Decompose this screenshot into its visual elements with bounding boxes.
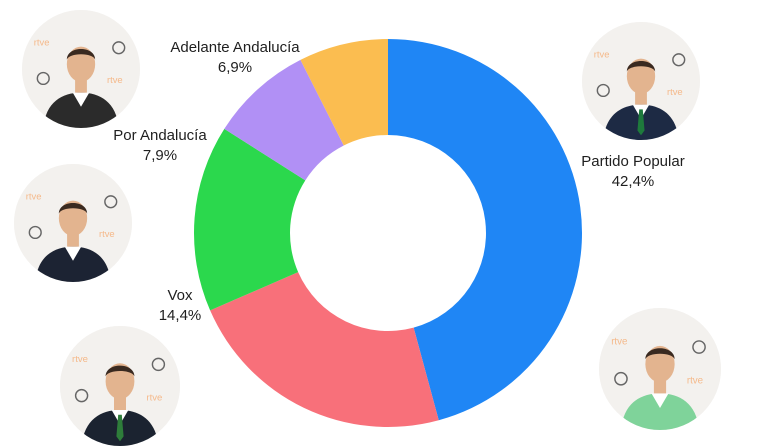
label-vox-value: 14,4% — [158, 307, 202, 324]
portrait-illustration: rtve rtve — [22, 10, 140, 128]
label-por-andalucia-value: 7,9% — [142, 147, 178, 164]
label-por-andalucia-name: Por Andalucía — [113, 127, 207, 144]
label-vox-name: Vox — [167, 287, 193, 304]
svg-text:rtve: rtve — [146, 392, 162, 403]
label-vox: Vox 14,4% — [150, 286, 210, 326]
portrait-adelante-andalucia: rtve rtve — [22, 10, 140, 128]
svg-text:rtve: rtve — [34, 36, 50, 47]
label-adelante-andalucia: Adelante Andalucía 6,9% — [158, 38, 312, 78]
label-partido-popular-name: Partido Popular — [581, 153, 685, 170]
donut-slice-vox — [194, 128, 306, 311]
label-adelante-andalucia-name: Adelante Andalucía — [170, 39, 300, 56]
svg-text:rtve: rtve — [72, 354, 88, 365]
donut-chart — [194, 39, 582, 427]
svg-text:rtve: rtve — [687, 376, 703, 387]
svg-text:rtve: rtve — [611, 337, 627, 348]
portrait-illustration: rtve rtve — [582, 22, 700, 140]
donut-slice-adelante-andalucía — [300, 39, 388, 146]
portrait-psoe: rtve rtve — [599, 308, 721, 430]
portrait-vox: rtve rtve — [60, 326, 180, 446]
portrait-illustration: rtve rtve — [599, 308, 721, 430]
svg-text:rtve: rtve — [107, 74, 123, 85]
portrait-partido-popular: rtve rtve — [582, 22, 700, 140]
portrait-illustration: rtve rtve — [60, 326, 180, 446]
svg-text:rtve: rtve — [667, 86, 683, 97]
portrait-illustration: rtve rtve — [14, 164, 132, 282]
portrait-por-andalucia: rtve rtve — [14, 164, 132, 282]
donut-slice-psoe — [210, 272, 439, 427]
svg-text:rtve: rtve — [99, 228, 115, 239]
label-adelante-andalucia-value: 6,9% — [217, 59, 253, 76]
donut-slice-partido-popular — [388, 39, 582, 421]
label-partido-popular-value: 42,4% — [611, 173, 655, 190]
label-partido-popular: Partido Popular 42,4% — [575, 152, 691, 192]
svg-text:rtve: rtve — [26, 190, 42, 201]
svg-text:rtve: rtve — [594, 48, 610, 59]
donut-slice-por-andalucía — [224, 59, 344, 181]
label-por-andalucia: Por Andalucía 7,9% — [108, 126, 212, 166]
